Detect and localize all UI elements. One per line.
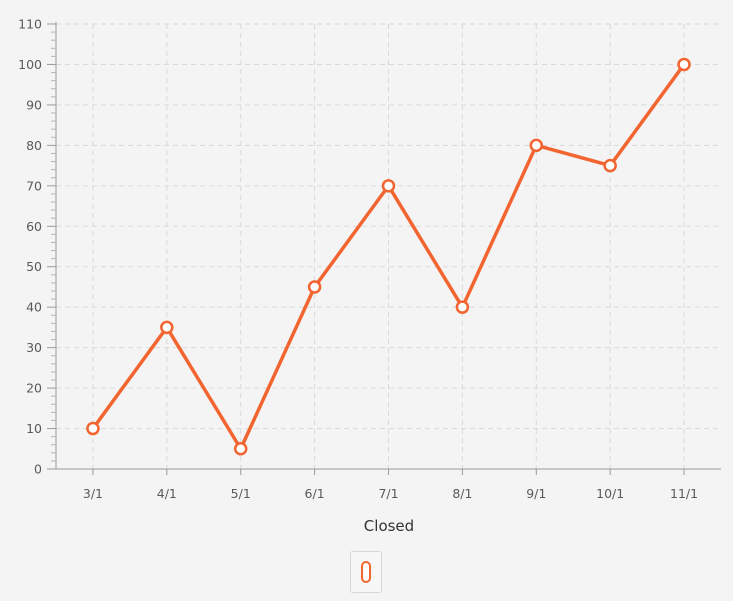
x-axis-title: Closed [364, 517, 414, 535]
y-tick-label: 0 [34, 462, 42, 477]
x-tick-label: 3/1 [83, 486, 103, 501]
line-chart: 0 10 20 30 40 50 60 70 80 90 100 110 3/1 4/1 5/1 6/1 7/… [18, 17, 721, 535]
series-layer [86, 57, 691, 456]
y-tick-label: 100 [18, 57, 42, 72]
legend[interactable] [350, 551, 382, 593]
x-tick-label: 6/1 [305, 486, 325, 501]
x-tick-label: 7/1 [378, 486, 398, 501]
data-point [455, 300, 470, 314]
x-axis-ticks: 3/1 4/1 5/1 6/1 7/1 8/1 9/1 10/1 11/1 [83, 469, 698, 501]
x-tick-label: 4/1 [157, 486, 177, 501]
x-tick-label: 8/1 [452, 486, 472, 501]
data-point [677, 57, 691, 72]
grid-lines [56, 23, 721, 469]
y-tick-label: 20 [26, 381, 42, 396]
y-tick-label: 110 [18, 17, 42, 32]
x-tick-label: 5/1 [231, 486, 251, 501]
data-point [233, 442, 248, 456]
x-tick-label: 9/1 [526, 486, 546, 501]
series-line [91, 62, 686, 451]
x-tick-label: 10/1 [596, 486, 624, 501]
y-tick-label: 60 [26, 219, 42, 234]
y-tick-label: 90 [26, 97, 42, 112]
y-axis-ticks: 0 10 20 30 40 50 60 70 80 90 100 110 [18, 17, 56, 477]
data-point [86, 421, 100, 436]
legend-series-symbol [361, 561, 371, 583]
y-tick-label: 40 [26, 300, 42, 315]
y-tick-label: 80 [26, 138, 42, 153]
y-tick-label: 30 [26, 340, 42, 355]
x-tick-label: 11/1 [670, 486, 698, 501]
data-point [529, 138, 544, 153]
data-point [603, 158, 617, 173]
y-tick-label: 50 [26, 259, 42, 274]
data-point [160, 320, 174, 335]
data-point [381, 179, 396, 193]
y-tick-label: 10 [26, 421, 42, 436]
data-point [307, 280, 322, 294]
y-tick-label: 70 [26, 178, 42, 193]
